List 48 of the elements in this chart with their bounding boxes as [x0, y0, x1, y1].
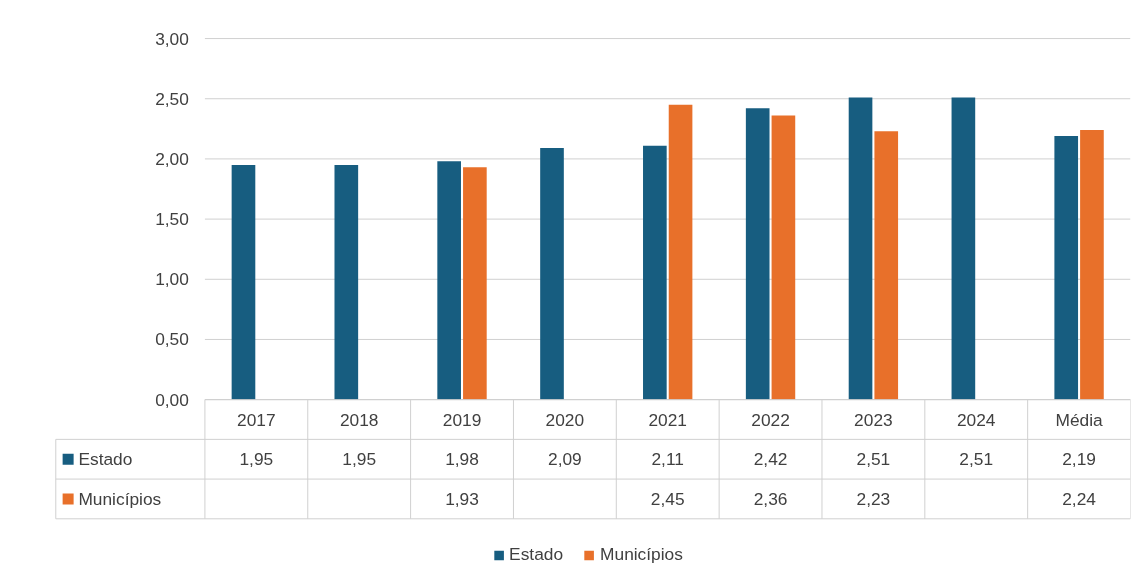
data-label: 1,95	[342, 449, 377, 470]
y-tick-label: 1,50	[155, 209, 189, 230]
x-tick-label: 2017	[237, 409, 276, 430]
bar	[540, 148, 564, 400]
bar	[771, 115, 796, 400]
bar	[951, 97, 976, 400]
x-tick-label: 2021	[648, 409, 687, 430]
text: Municípios	[78, 488, 162, 509]
bar	[437, 161, 461, 400]
bar	[668, 104, 693, 400]
x-tick-label: 2020	[545, 409, 585, 430]
legend-label: Municípios	[600, 544, 683, 565]
x-tick-label: 2023	[854, 409, 893, 430]
x-tick-label: 2019	[442, 409, 482, 430]
y-tick-label: 2,50	[155, 88, 189, 109]
bar	[874, 131, 899, 400]
legend-label: Estado	[78, 449, 133, 470]
bar	[745, 108, 770, 400]
data-label: 2,19	[1062, 449, 1096, 470]
data-label: 1,95	[239, 449, 274, 470]
y-tick-label: 0,00	[155, 389, 189, 410]
bar	[231, 164, 256, 400]
data-label: 2,51	[959, 449, 994, 470]
y-tick-label: 2,00	[155, 148, 189, 169]
data-label: 2,51	[856, 449, 891, 470]
data-label: 2,09	[548, 449, 582, 470]
data-label: 2,36	[753, 488, 788, 509]
x-tick-label: Média	[1055, 409, 1104, 430]
bar	[848, 97, 873, 400]
text: Estado	[509, 544, 564, 564]
data-label: 2,11	[651, 449, 684, 470]
bar	[643, 145, 667, 400]
data-label: 2,45	[650, 488, 685, 509]
x-tick-label: 2018	[339, 409, 379, 430]
data-label: 2,23	[856, 488, 891, 509]
y-tick-label: 1,00	[155, 269, 189, 290]
data-label: 2,42	[753, 449, 788, 470]
bar	[334, 164, 359, 400]
x-tick-label: 2022	[751, 409, 790, 430]
data-label: 1,98	[445, 449, 479, 470]
bar	[1054, 136, 1079, 400]
data-label: 1,93	[445, 488, 479, 509]
y-tick-label: 0,50	[155, 329, 189, 350]
x-tick-label: 2024	[956, 409, 996, 430]
y-tick-label: 3,00	[155, 28, 189, 49]
data-label: 2,24	[1062, 488, 1097, 509]
bar	[1080, 130, 1104, 400]
bar	[463, 167, 487, 400]
